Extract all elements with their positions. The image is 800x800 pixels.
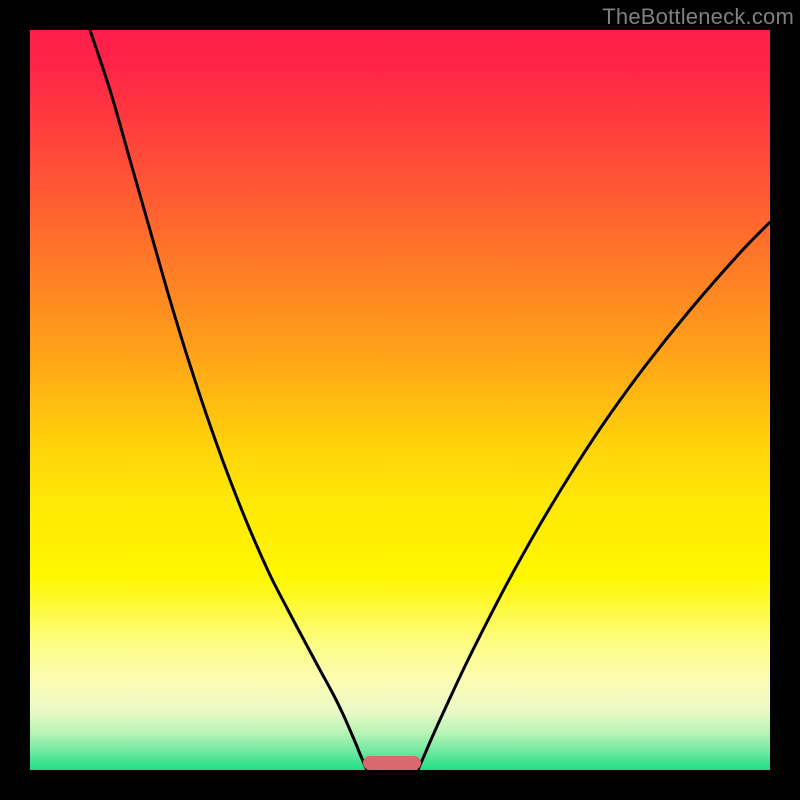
watermark-label: TheBottleneck.com [602, 4, 794, 30]
gradient-background [30, 30, 770, 770]
plot-area [30, 30, 770, 770]
bottom-marker [363, 756, 421, 770]
gradient-chart [30, 30, 770, 770]
